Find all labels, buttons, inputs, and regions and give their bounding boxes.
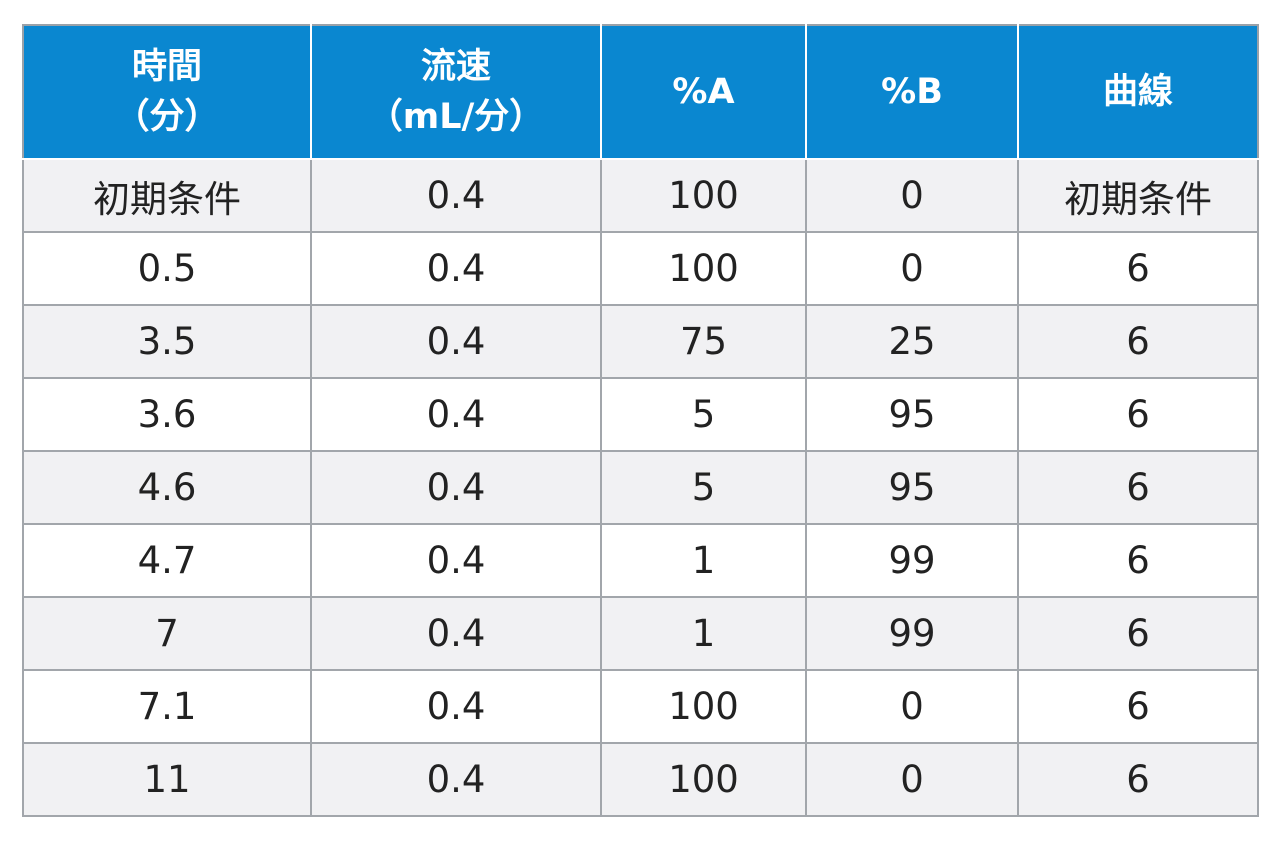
table-row: 4.6 0.4 5 95 6 bbox=[22, 450, 1259, 525]
cell-flow-rate: 0.4 bbox=[310, 304, 602, 379]
cell-curve: 6 bbox=[1017, 377, 1259, 452]
header-curve: 曲線 bbox=[1017, 24, 1259, 160]
cell-percent-a: 75 bbox=[600, 304, 807, 379]
cell-time: 3.6 bbox=[22, 377, 312, 452]
cell-percent-a: 100 bbox=[600, 231, 807, 306]
cell-flow-rate: 0.4 bbox=[310, 377, 602, 452]
cell-percent-b: 0 bbox=[805, 742, 1019, 817]
cell-curve: 6 bbox=[1017, 669, 1259, 744]
cell-percent-b: 0 bbox=[805, 669, 1019, 744]
header-row: 時間 （分） 流速 （mL/分） %A %B 曲線 bbox=[22, 24, 1259, 160]
cell-curve: 6 bbox=[1017, 596, 1259, 671]
header-percent-a: %A bbox=[600, 24, 807, 160]
header-time: 時間 （分） bbox=[22, 24, 312, 160]
cell-flow-rate: 0.4 bbox=[310, 669, 602, 744]
cell-curve: 6 bbox=[1017, 742, 1259, 817]
cell-percent-b: 25 bbox=[805, 304, 1019, 379]
cell-percent-b: 95 bbox=[805, 450, 1019, 525]
table-row: 3.6 0.4 5 95 6 bbox=[22, 377, 1259, 452]
cell-flow-rate: 0.4 bbox=[310, 450, 602, 525]
cell-time: 4.6 bbox=[22, 450, 312, 525]
cell-time: 4.7 bbox=[22, 523, 312, 598]
cell-percent-b: 99 bbox=[805, 523, 1019, 598]
cell-flow-rate: 0.4 bbox=[310, 158, 602, 233]
cell-curve: 6 bbox=[1017, 304, 1259, 379]
table-row: 0.5 0.4 100 0 6 bbox=[22, 231, 1259, 306]
gradient-table: 時間 （分） 流速 （mL/分） %A %B 曲線 初期条件 0.4 100 0… bbox=[22, 24, 1259, 817]
cell-time: 0.5 bbox=[22, 231, 312, 306]
cell-curve: 6 bbox=[1017, 523, 1259, 598]
cell-time: 初期条件 bbox=[22, 158, 312, 233]
cell-percent-b: 99 bbox=[805, 596, 1019, 671]
cell-flow-rate: 0.4 bbox=[310, 523, 602, 598]
cell-curve: 6 bbox=[1017, 450, 1259, 525]
cell-flow-rate: 0.4 bbox=[310, 596, 602, 671]
cell-percent-a: 100 bbox=[600, 158, 807, 233]
cell-percent-b: 95 bbox=[805, 377, 1019, 452]
table-row: 11 0.4 100 0 6 bbox=[22, 742, 1259, 817]
table-row: 7.1 0.4 100 0 6 bbox=[22, 669, 1259, 744]
table-row: 7 0.4 1 99 6 bbox=[22, 596, 1259, 671]
cell-time: 7.1 bbox=[22, 669, 312, 744]
cell-curve: 初期条件 bbox=[1017, 158, 1259, 233]
table-header: 時間 （分） 流速 （mL/分） %A %B 曲線 bbox=[22, 24, 1259, 160]
cell-percent-b: 0 bbox=[805, 231, 1019, 306]
table-row: 4.7 0.4 1 99 6 bbox=[22, 523, 1259, 598]
table-body: 初期条件 0.4 100 0 初期条件 0.5 0.4 100 0 6 3.5 … bbox=[22, 158, 1259, 817]
cell-percent-a: 100 bbox=[600, 669, 807, 744]
cell-flow-rate: 0.4 bbox=[310, 742, 602, 817]
cell-flow-rate: 0.4 bbox=[310, 231, 602, 306]
gradient-table-container: 時間 （分） 流速 （mL/分） %A %B 曲線 初期条件 0.4 100 0… bbox=[22, 24, 1259, 817]
cell-percent-a: 100 bbox=[600, 742, 807, 817]
cell-percent-a: 5 bbox=[600, 450, 807, 525]
table-row: 3.5 0.4 75 25 6 bbox=[22, 304, 1259, 379]
cell-time: 3.5 bbox=[22, 304, 312, 379]
cell-time: 7 bbox=[22, 596, 312, 671]
header-percent-b: %B bbox=[805, 24, 1019, 160]
cell-percent-a: 1 bbox=[600, 523, 807, 598]
cell-percent-a: 1 bbox=[600, 596, 807, 671]
cell-percent-a: 5 bbox=[600, 377, 807, 452]
cell-curve: 6 bbox=[1017, 231, 1259, 306]
table-row: 初期条件 0.4 100 0 初期条件 bbox=[22, 158, 1259, 233]
cell-time: 11 bbox=[22, 742, 312, 817]
cell-percent-b: 0 bbox=[805, 158, 1019, 233]
header-flow-rate: 流速 （mL/分） bbox=[310, 24, 602, 160]
